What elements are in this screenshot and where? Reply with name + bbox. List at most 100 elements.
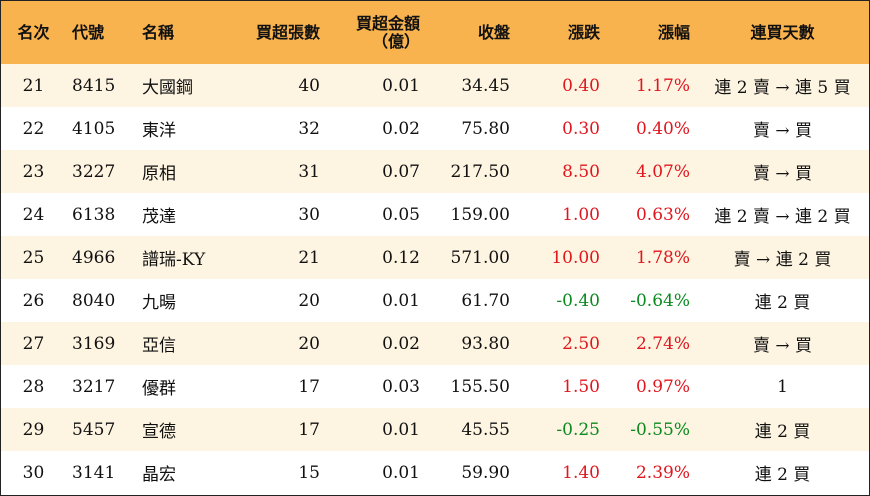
cell-net-buy-lots: 20 xyxy=(298,333,320,354)
cell-code: 3169 xyxy=(72,333,116,354)
cell-change-pct: 2.39% xyxy=(635,462,690,483)
cell-close: 59.90 xyxy=(461,462,510,483)
header-change: 漲跌 xyxy=(567,22,600,42)
cell-net-buy-lots: 31 xyxy=(298,161,320,182)
cell-net-buy-amount: 0.07 xyxy=(382,161,420,182)
cell-code: 5457 xyxy=(72,419,116,440)
cell-consecutive-days: 1 xyxy=(777,376,788,397)
cell-rank: 22 xyxy=(22,118,45,139)
table-row: 26 8040 九暘 20 0.01 61.70 -0.40 -0.64% 連 … xyxy=(1,279,869,322)
header-net-buy-amount: 買超金額 （億） xyxy=(326,1,426,64)
cell-change-pct: 0.97% xyxy=(635,376,690,397)
cell-net-buy-amount: 0.12 xyxy=(382,247,420,268)
cell-net-buy-amount: 0.05 xyxy=(382,204,420,225)
cell-close: 571.00 xyxy=(450,247,510,268)
cell-change: 8.50 xyxy=(562,161,600,182)
cell-net-buy-amount: 0.01 xyxy=(382,419,420,440)
table-row: 25 4966 譜瑞-KY 21 0.12 571.00 10.00 1.78%… xyxy=(1,236,869,279)
cell-consecutive-days: 賣 → 買 xyxy=(752,121,813,141)
cell-net-buy-amount: 0.01 xyxy=(382,75,420,96)
cell-change-pct: -0.55% xyxy=(630,419,690,440)
cell-change-pct: 2.74% xyxy=(635,333,690,354)
cell-change: 2.50 xyxy=(562,333,600,354)
cell-name: 原相 xyxy=(142,164,176,184)
cell-code: 3141 xyxy=(72,462,116,483)
cell-consecutive-days: 賣 → 連 2 買 xyxy=(733,250,832,270)
cell-change: 1.00 xyxy=(562,204,600,225)
cell-name: 東洋 xyxy=(142,121,176,141)
cell-code: 3227 xyxy=(72,161,116,182)
cell-close: 217.50 xyxy=(450,161,510,182)
cell-close: 61.70 xyxy=(461,290,510,311)
header-name: 名稱 xyxy=(142,22,175,42)
cell-name: 優群 xyxy=(142,379,176,399)
cell-name: 晶宏 xyxy=(142,465,176,485)
cell-close: 93.80 xyxy=(461,333,510,354)
cell-net-buy-lots: 32 xyxy=(298,118,320,139)
header-close: 收盤 xyxy=(477,22,510,42)
cell-code: 4105 xyxy=(72,118,116,139)
cell-close: 75.80 xyxy=(461,118,510,139)
cell-rank: 29 xyxy=(22,419,45,440)
header-change-pct: 漲幅 xyxy=(657,22,690,42)
table-row: 21 8415 大國鋼 40 0.01 34.45 0.40 1.17% 連 2… xyxy=(1,64,869,107)
cell-rank: 30 xyxy=(22,462,45,483)
cell-net-buy-amount: 0.01 xyxy=(382,462,420,483)
cell-consecutive-days: 連 2 買 xyxy=(754,465,811,485)
cell-consecutive-days: 連 2 賣 → 連 5 買 xyxy=(714,78,851,98)
cell-change-pct: 4.07% xyxy=(635,161,690,182)
cell-rank: 25 xyxy=(22,247,45,268)
cell-change-pct: -0.64% xyxy=(630,290,690,311)
table-row: 28 3217 優群 17 0.03 155.50 1.50 0.97% 1 xyxy=(1,365,869,408)
cell-consecutive-days: 賣 → 買 xyxy=(752,164,813,184)
cell-net-buy-lots: 20 xyxy=(298,290,320,311)
cell-change-pct: 0.63% xyxy=(635,204,690,225)
cell-change-pct: 1.17% xyxy=(635,75,690,96)
table-body: 21 8415 大國鋼 40 0.01 34.45 0.40 1.17% 連 2… xyxy=(1,64,869,494)
cell-net-buy-lots: 40 xyxy=(298,75,320,96)
table-row: 23 3227 原相 31 0.07 217.50 8.50 4.07% 賣 →… xyxy=(1,150,869,193)
cell-consecutive-days: 連 2 買 xyxy=(754,422,811,442)
cell-change: 0.30 xyxy=(562,118,600,139)
cell-rank: 24 xyxy=(22,204,45,225)
cell-name: 譜瑞-KY xyxy=(142,250,206,270)
header-net-buy-lots: 買超張數 xyxy=(255,22,320,42)
cell-net-buy-lots: 17 xyxy=(298,419,320,440)
header-net-buy-amount-line2: （億） xyxy=(371,31,420,51)
cell-consecutive-days: 連 2 賣 → 連 2 買 xyxy=(714,207,851,227)
cell-rank: 26 xyxy=(22,290,45,311)
header-net-buy-amount-line1: 買超金額 xyxy=(355,13,420,33)
cell-code: 4966 xyxy=(72,247,116,268)
cell-change: 10.00 xyxy=(551,247,600,268)
cell-code: 6138 xyxy=(72,204,116,225)
header-consecutive-days: 連買天數 xyxy=(750,22,815,42)
cell-change: -0.25 xyxy=(556,419,600,440)
cell-net-buy-amount: 0.02 xyxy=(382,118,420,139)
cell-change-pct: 1.78% xyxy=(635,247,690,268)
cell-change-pct: 0.40% xyxy=(635,118,690,139)
cell-name: 茂達 xyxy=(142,207,176,227)
cell-consecutive-days: 賣 → 買 xyxy=(752,336,813,356)
table-row: 22 4105 東洋 32 0.02 75.80 0.30 0.40% 賣 → … xyxy=(1,107,869,150)
table-header-row: 名次 代號 名稱 買超張數 買超金額 （億） 收盤 漲跌 漲幅 連買天數 xyxy=(1,1,869,64)
cell-name: 大國鋼 xyxy=(142,78,193,98)
cell-consecutive-days: 連 2 買 xyxy=(754,293,811,313)
cell-name: 亞信 xyxy=(142,336,176,356)
cell-close: 34.45 xyxy=(461,75,510,96)
header-rank: 名次 xyxy=(17,22,50,42)
table-row: 30 3141 晶宏 15 0.01 59.90 1.40 2.39% 連 2 … xyxy=(1,451,869,494)
cell-net-buy-amount: 0.01 xyxy=(382,290,420,311)
cell-code: 3217 xyxy=(72,376,116,397)
cell-name: 九暘 xyxy=(142,293,176,313)
cell-name: 宣德 xyxy=(142,422,176,442)
table-row: 24 6138 茂達 30 0.05 159.00 1.00 0.63% 連 2… xyxy=(1,193,869,236)
header-code: 代號 xyxy=(72,22,105,42)
cell-rank: 27 xyxy=(22,333,45,354)
cell-code: 8415 xyxy=(72,75,116,96)
cell-net-buy-lots: 17 xyxy=(298,376,320,397)
cell-rank: 28 xyxy=(22,376,45,397)
cell-change: 0.40 xyxy=(562,75,600,96)
cell-net-buy-lots: 30 xyxy=(298,204,320,225)
cell-code: 8040 xyxy=(72,290,116,311)
